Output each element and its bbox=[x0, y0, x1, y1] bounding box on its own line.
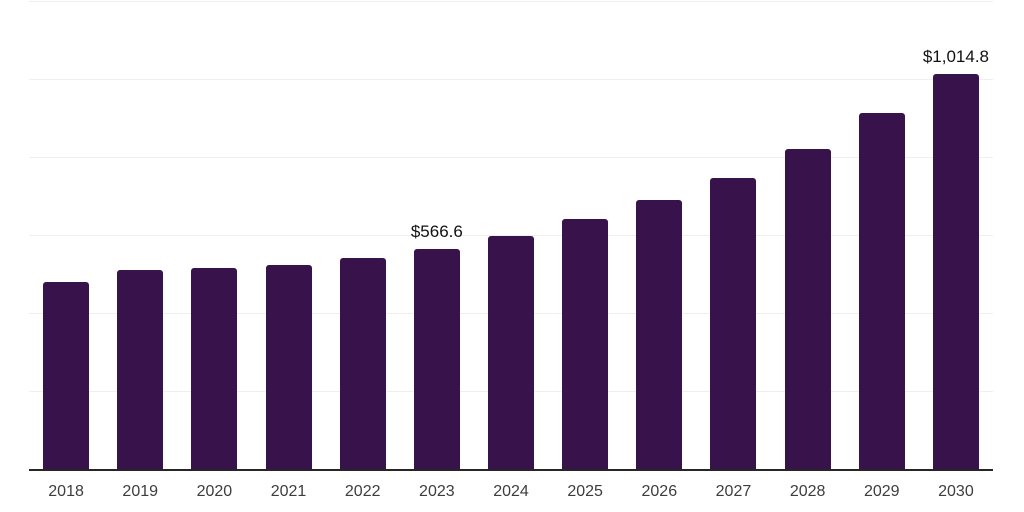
x-tick-label-2022: 2022 bbox=[344, 483, 381, 500]
bar-2027 bbox=[710, 177, 757, 470]
bar-2030 bbox=[932, 74, 979, 470]
bar-2019 bbox=[117, 269, 164, 470]
bar-2029 bbox=[858, 113, 905, 470]
x-tick-label-2026: 2026 bbox=[641, 483, 678, 500]
plot-area: $566.6 $1,014.8 bbox=[29, 1, 993, 471]
bar-2022 bbox=[339, 258, 386, 470]
x-tick-label-2030: 2030 bbox=[938, 483, 974, 500]
x-tick-label-2029: 2029 bbox=[863, 483, 900, 500]
bar-2028 bbox=[784, 149, 831, 470]
bar-2024 bbox=[488, 235, 534, 470]
bar-2025 bbox=[562, 219, 609, 470]
x-tick-label-2024: 2024 bbox=[493, 483, 529, 500]
gridline-1000 bbox=[29, 79, 993, 80]
x-tick-label-2027: 2027 bbox=[715, 483, 752, 500]
x-tick-label-2021: 2021 bbox=[270, 483, 307, 500]
gridline-800 bbox=[29, 157, 993, 158]
bar-2026 bbox=[636, 200, 683, 470]
x-tick-label-2028: 2028 bbox=[789, 483, 826, 500]
bar-2020 bbox=[191, 268, 238, 470]
gridline-1200 bbox=[29, 1, 993, 2]
x-tick-label-2023: 2023 bbox=[419, 483, 455, 500]
x-tick-label-2018: 2018 bbox=[48, 483, 84, 500]
bar-2023 bbox=[413, 249, 460, 470]
bar-value-label-2030: $1,014.8 bbox=[922, 47, 990, 67]
x-tick-label-2019: 2019 bbox=[122, 483, 159, 500]
x-tick-label-2025: 2025 bbox=[567, 483, 603, 500]
x-axis-line bbox=[29, 469, 993, 471]
x-tick-label-2020: 2020 bbox=[196, 483, 233, 500]
bar-value-label-2023: $566.6 bbox=[410, 222, 463, 242]
gridline-600 bbox=[29, 235, 993, 236]
bar-2018 bbox=[43, 282, 90, 470]
bar-2021 bbox=[265, 264, 312, 470]
